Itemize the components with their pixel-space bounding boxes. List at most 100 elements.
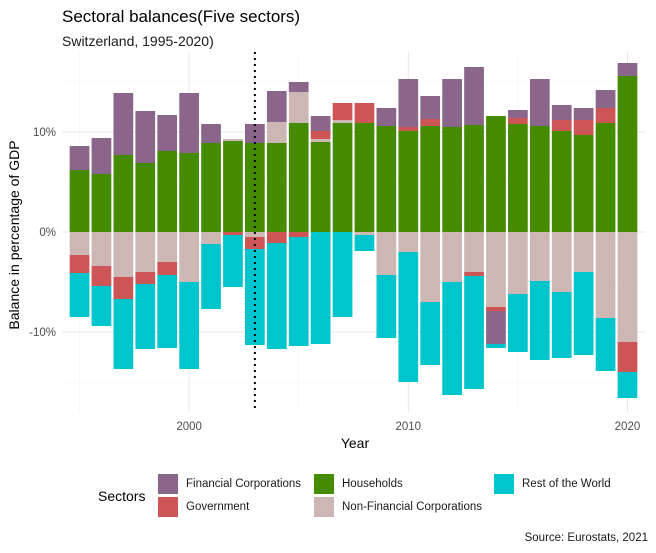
bar-non-financial-corporations-2000 <box>179 232 199 282</box>
bar-government-2014 <box>486 307 506 311</box>
bar-households-2015 <box>508 124 528 232</box>
bar-non-financial-corporations-2014 <box>486 232 506 307</box>
bar-rest-of-the-world-2003 <box>245 249 265 345</box>
bar-rest-of-the-world-2001 <box>201 244 221 309</box>
bar-rest-of-the-world-2002 <box>223 235 243 287</box>
bar-financial-corporations-2001 <box>201 124 221 143</box>
bar-government-1995 <box>69 255 90 273</box>
bar-financial-corporations-1997 <box>113 93 134 155</box>
bar-government-2020 <box>617 342 638 372</box>
bar-rest-of-the-world-2014 <box>486 344 506 348</box>
bar-financial-corporations-2011 <box>420 96 441 119</box>
y-axis-label: Balance in percentage of GDP <box>6 140 22 329</box>
bar-households-2009 <box>376 126 397 232</box>
bar-non-financial-corporations-2013 <box>464 232 484 272</box>
bar-government-2004 <box>266 232 287 243</box>
bar-rest-of-the-world-2019 <box>595 318 616 371</box>
legend-swatch <box>314 474 334 494</box>
bar-rest-of-the-world-2000 <box>179 282 199 369</box>
source-caption: Source: Eurostats, 2021 <box>524 532 648 544</box>
legend-swatch <box>158 474 178 494</box>
bar-non-financial-corporations-1999 <box>157 232 178 262</box>
bar-households-2000 <box>179 153 199 232</box>
bar-non-financial-corporations-2009 <box>376 232 397 275</box>
bar-rest-of-the-world-1998 <box>135 284 156 349</box>
bar-rest-of-the-world-2016 <box>529 281 550 360</box>
bar-households-1999 <box>157 151 178 232</box>
bar-financial-corporations-2016 <box>529 79 550 126</box>
bar-households-1998 <box>135 163 156 232</box>
bar-government-2019 <box>595 108 616 123</box>
bar-government-2010 <box>398 127 419 131</box>
bar-financial-corporations-2019 <box>595 90 616 108</box>
legend-label: Rest of the World <box>522 478 611 490</box>
legend-item-government: Government <box>158 497 249 517</box>
bar-non-financial-corporations-2008 <box>354 232 375 235</box>
bar-financial-corporations-2015 <box>508 110 528 118</box>
bar-financial-corporations-2020 <box>617 63 638 76</box>
legend-label: Households <box>342 478 403 490</box>
x-tick-label: 2010 <box>395 421 421 433</box>
bar-households-2003 <box>245 143 265 232</box>
bar-government-2007 <box>332 103 353 120</box>
bar-rest-of-the-world-1995 <box>69 273 90 317</box>
bar-rest-of-the-world-1997 <box>113 299 134 369</box>
legend-label: Financial Corporations <box>186 478 302 490</box>
legend-item-rest-of-the-world: Rest of the World <box>494 474 611 494</box>
bar-households-2013 <box>464 125 484 232</box>
bar-financial-corporations-2005 <box>288 82 309 92</box>
bar-non-financial-corporations-2017 <box>551 232 572 292</box>
bar-households-2006 <box>310 142 331 232</box>
bar-rest-of-the-world-2006 <box>310 232 331 344</box>
legend-swatch <box>494 474 514 494</box>
bar-non-financial-corporations-2019 <box>595 232 616 318</box>
legend-item-non-financial-corporations: Non-Financial Corporations <box>314 497 482 517</box>
bar-rest-of-the-world-1996 <box>91 286 112 326</box>
x-tick-labels: 2000 2010 2020 <box>176 421 640 433</box>
bar-households-2017 <box>551 131 572 232</box>
bar-government-1998 <box>135 272 156 284</box>
bar-rest-of-the-world-2011 <box>420 302 441 365</box>
bar-financial-corporations-1996 <box>91 138 112 174</box>
bar-households-2019 <box>595 123 616 232</box>
bar-government-2006 <box>310 131 331 139</box>
legend-label: Non-Financial Corporations <box>342 501 482 513</box>
bar-financial-corporations-2003 <box>245 124 265 143</box>
bar-rest-of-the-world-2005 <box>288 237 309 346</box>
chart-title: Sectoral balances(Five sectors) <box>62 7 301 26</box>
bar-government-1999 <box>157 262 178 275</box>
bar-households-2008 <box>354 123 375 232</box>
bar-rest-of-the-world-2017 <box>551 292 572 358</box>
bar-households-2014 <box>486 116 506 232</box>
bar-rest-of-the-world-2018 <box>573 272 594 355</box>
bar-non-financial-corporations-2020 <box>617 232 638 342</box>
bar-households-2002 <box>223 141 243 232</box>
bar-non-financial-corporations-2004 <box>266 122 287 143</box>
bar-non-financial-corporations-2018 <box>573 232 594 272</box>
bar-households-2011 <box>420 126 441 232</box>
bar-government-2002 <box>223 232 243 235</box>
bar-financial-corporations-2017 <box>551 105 572 120</box>
bar-rest-of-the-world-2008 <box>354 235 375 251</box>
bar-non-financial-corporations-1995 <box>69 232 90 255</box>
bar-financial-corporations-2009 <box>376 108 397 126</box>
bar-financial-corporations-1999 <box>157 115 178 151</box>
bar-financial-corporations-2012 <box>442 79 462 127</box>
bar-government-2017 <box>551 120 572 131</box>
bar-government-2005 <box>288 232 309 237</box>
bar-non-financial-corporations-1998 <box>135 232 156 272</box>
bar-government-1996 <box>91 266 112 286</box>
chart-subtitle: Switzerland, 1995-2020) <box>62 33 214 49</box>
bar-government-1997 <box>113 277 134 299</box>
bar-rest-of-the-world-2010 <box>398 252 419 382</box>
x-tick-label: 2020 <box>615 421 641 433</box>
bar-non-financial-corporations-2016 <box>529 232 550 281</box>
bar-non-financial-corporations-2001 <box>201 232 221 244</box>
bar-financial-corporations-2014 <box>486 311 506 344</box>
legend-swatch <box>158 497 178 517</box>
bar-non-financial-corporations-2006 <box>310 139 331 142</box>
bar-households-2007 <box>332 123 353 232</box>
bar-households-1996 <box>91 174 112 232</box>
bar-marks <box>69 63 638 398</box>
bar-households-2004 <box>266 143 287 232</box>
